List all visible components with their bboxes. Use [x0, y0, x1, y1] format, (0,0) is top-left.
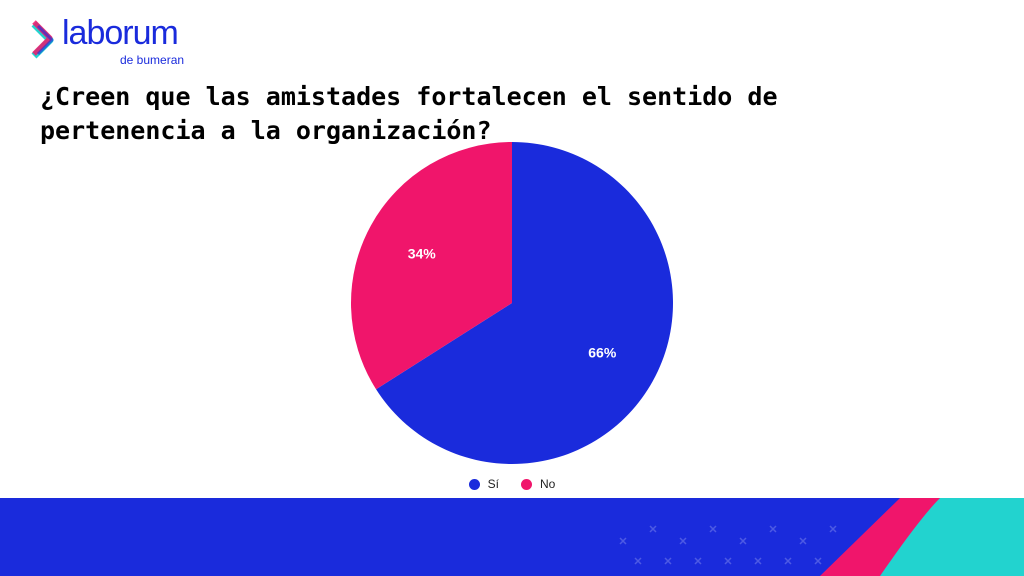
pie-chart: 66% 34%	[351, 142, 673, 464]
legend-swatch-icon	[521, 478, 532, 490]
legend-item-1: Sí	[468, 474, 499, 494]
footer-banner	[0, 498, 1024, 576]
legend-label: No	[540, 477, 556, 491]
pie-label-2: 34%	[408, 245, 437, 261]
legend-label: Sí	[487, 477, 499, 491]
logo-chevron-icon	[31, 20, 54, 59]
legend-swatch-icon	[468, 478, 480, 490]
footer-teal-shape	[880, 498, 1024, 576]
legend-item-2: No	[521, 474, 555, 494]
footer-accent-shape	[820, 498, 940, 576]
chart-title: ¿Creen que las amistades fortalecen el s…	[40, 82, 778, 145]
pie-slice-1	[376, 142, 673, 464]
brand-tagline: de bumeran	[120, 53, 185, 67]
chart-legend: Sí No	[0, 474, 1024, 494]
pie-slice-2	[351, 142, 512, 390]
brand-logo	[31, 20, 54, 59]
brand-name: laborum	[62, 14, 179, 52]
pie-label-1: 66%	[588, 345, 617, 361]
footer-pattern-icon	[619, 525, 837, 565]
